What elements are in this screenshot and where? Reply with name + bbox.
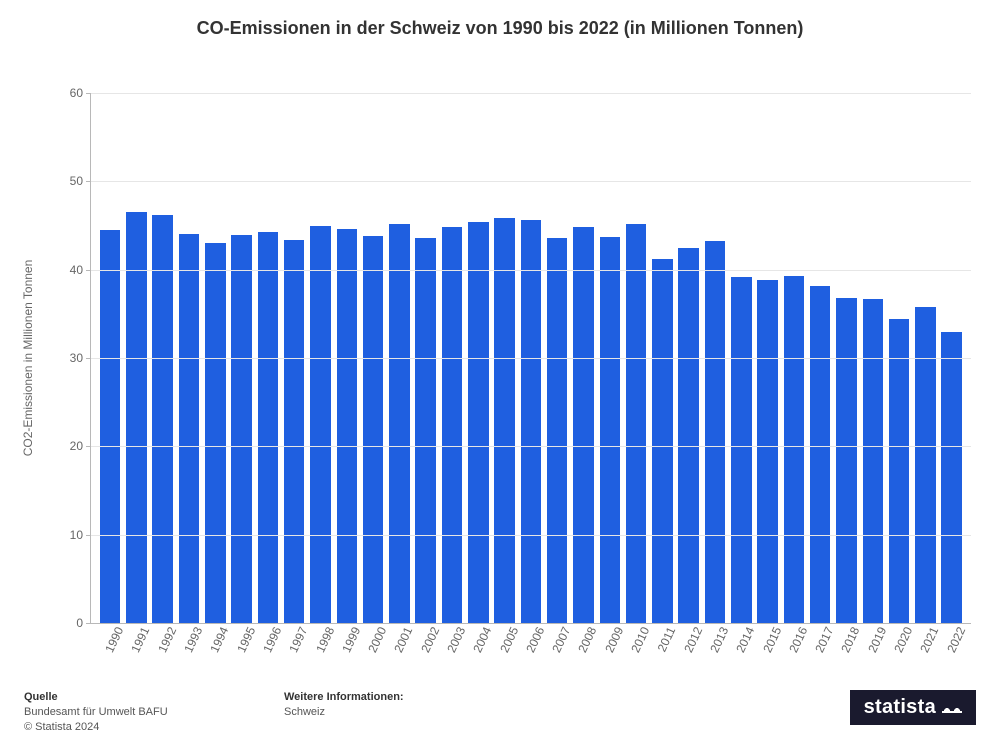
x-tick-label: 1992 bbox=[155, 625, 179, 655]
x-tick-label: 2022 bbox=[944, 625, 968, 655]
x-tick-label: 2014 bbox=[734, 625, 758, 655]
x-tick-label: 2016 bbox=[786, 625, 810, 655]
chart-title: CO-Emissionen in der Schweiz von 1990 bi… bbox=[0, 0, 1000, 43]
info-block: Weitere Informationen: Schweiz bbox=[284, 690, 404, 720]
x-tick-label: 1996 bbox=[260, 625, 284, 655]
bar bbox=[231, 235, 252, 623]
bar bbox=[415, 238, 436, 623]
copyright-line: © Statista 2024 bbox=[24, 720, 284, 735]
x-tick-label: 2021 bbox=[918, 625, 942, 655]
source-line: Bundesamt für Umwelt BAFU bbox=[24, 705, 284, 720]
y-tick-label: 20 bbox=[70, 439, 91, 453]
bar bbox=[915, 307, 936, 623]
x-tick-label: 2005 bbox=[497, 625, 521, 655]
logo-wave-icon bbox=[942, 701, 962, 715]
bar bbox=[205, 243, 226, 623]
x-tick-label: 2001 bbox=[392, 625, 416, 655]
bar bbox=[705, 241, 726, 623]
x-tick-label: 2015 bbox=[760, 625, 784, 655]
x-tick-label: 2006 bbox=[523, 625, 547, 655]
plot-area: 1990199119921993199419951996199719981999… bbox=[90, 93, 971, 624]
bar bbox=[258, 232, 279, 623]
x-tick-label: 2012 bbox=[681, 625, 705, 655]
x-tick-label: 2008 bbox=[576, 625, 600, 655]
x-tick-label: 2011 bbox=[655, 625, 679, 654]
bar bbox=[152, 215, 173, 623]
x-tick-label: 2003 bbox=[444, 625, 468, 655]
bar bbox=[337, 229, 358, 623]
bar bbox=[573, 227, 594, 623]
x-tick-label: 2000 bbox=[365, 625, 389, 655]
bar bbox=[126, 212, 147, 623]
bar bbox=[600, 237, 621, 623]
y-tick-label: 60 bbox=[70, 86, 91, 100]
bar bbox=[889, 319, 910, 623]
source-block: Quelle Bundesamt für Umwelt BAFU © Stati… bbox=[24, 690, 284, 735]
x-tick-label: 2007 bbox=[550, 625, 574, 655]
bar bbox=[468, 222, 489, 623]
x-tick-label: 2018 bbox=[839, 625, 863, 655]
bar bbox=[100, 230, 121, 623]
x-tick-label: 1993 bbox=[181, 625, 205, 655]
bar bbox=[521, 220, 542, 623]
x-tick-label: 1997 bbox=[287, 625, 311, 655]
bar bbox=[836, 298, 857, 623]
x-tick-label: 1999 bbox=[339, 625, 363, 655]
x-tick-label: 2009 bbox=[602, 625, 626, 655]
bar bbox=[626, 224, 647, 623]
x-tick-label: 2004 bbox=[471, 625, 495, 655]
bar bbox=[652, 259, 673, 623]
bar bbox=[941, 332, 962, 624]
x-tick-label: 1991 bbox=[129, 625, 153, 655]
statista-logo: statista bbox=[850, 690, 976, 725]
bar bbox=[757, 280, 778, 623]
bar bbox=[547, 238, 568, 623]
bar bbox=[284, 240, 305, 623]
bar bbox=[731, 277, 752, 623]
gridline bbox=[91, 358, 971, 359]
bar bbox=[810, 286, 831, 623]
gridline bbox=[91, 270, 971, 271]
x-tick-label: 1995 bbox=[234, 625, 258, 655]
x-tick-label: 2019 bbox=[865, 625, 889, 655]
bar bbox=[863, 299, 884, 623]
y-tick-label: 50 bbox=[70, 174, 91, 188]
y-tick-label: 30 bbox=[70, 351, 91, 365]
gridline bbox=[91, 181, 971, 182]
info-heading: Weitere Informationen: bbox=[284, 690, 404, 705]
source-heading: Quelle bbox=[24, 690, 284, 705]
logo-text: statista bbox=[864, 696, 936, 719]
y-tick-label: 0 bbox=[76, 616, 91, 630]
chart-footer: Quelle Bundesamt für Umwelt BAFU © Stati… bbox=[0, 690, 1000, 735]
bar bbox=[363, 236, 384, 623]
x-tick-label: 1994 bbox=[208, 625, 232, 655]
bar bbox=[678, 248, 699, 623]
x-tick-label: 2017 bbox=[812, 625, 836, 655]
gridline bbox=[91, 93, 971, 94]
x-tick-label: 1990 bbox=[102, 625, 126, 655]
gridline bbox=[91, 446, 971, 447]
y-tick-label: 40 bbox=[70, 263, 91, 277]
gridline bbox=[91, 535, 971, 536]
bar bbox=[784, 276, 805, 623]
x-tick-label: 2010 bbox=[628, 625, 652, 655]
x-tick-label: 2013 bbox=[707, 625, 731, 655]
x-tick-label: 2020 bbox=[891, 625, 915, 655]
info-line: Schweiz bbox=[284, 705, 404, 720]
y-tick-label: 10 bbox=[70, 528, 91, 542]
bar bbox=[442, 227, 463, 623]
bar bbox=[494, 218, 515, 623]
bar bbox=[389, 224, 410, 623]
y-axis-label: CO2-Emissionen in Millionen Tonnen bbox=[21, 260, 35, 457]
x-tick-label: 2002 bbox=[418, 625, 442, 655]
bar bbox=[310, 226, 331, 624]
bar bbox=[179, 234, 200, 623]
x-tick-label: 1998 bbox=[313, 625, 337, 655]
